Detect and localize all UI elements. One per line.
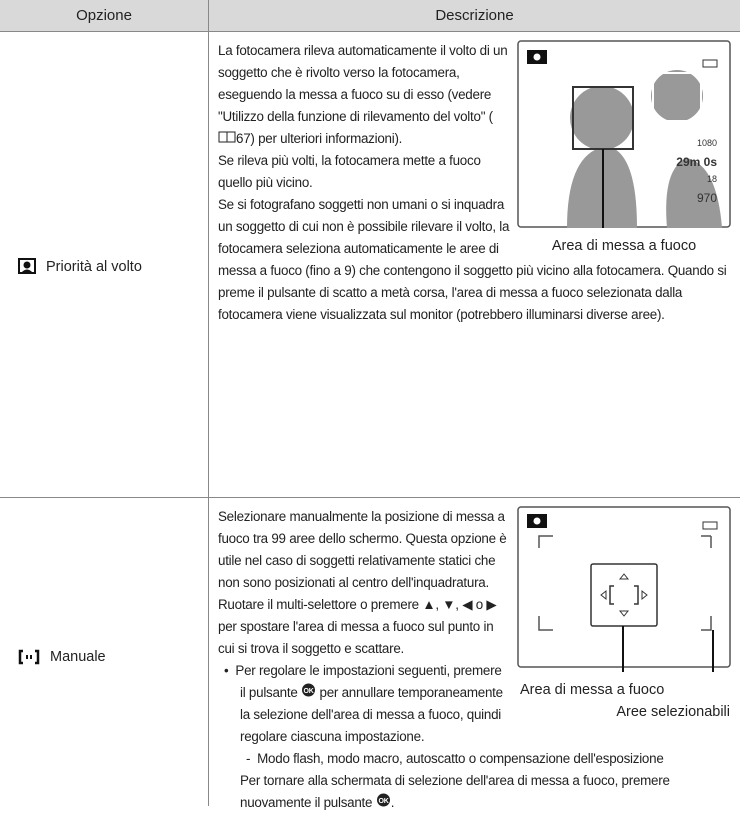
screen-text: 970 — [697, 191, 717, 205]
bullet: • Per regolare le impostazioni seguenti,… — [224, 663, 503, 744]
text: Per regolare le impostazioni seguenti, p… — [235, 663, 502, 700]
screen-text: 29m 0s — [676, 155, 717, 169]
option-label: Manuale — [50, 649, 106, 665]
text: per annullare temporaneamente la selezio… — [240, 685, 503, 744]
caption: Aree selezionabili — [616, 704, 730, 720]
paragraph: La fotocamera rileva automaticamente il … — [218, 40, 732, 150]
option-label: Priorità al volto — [46, 259, 142, 275]
paragraph: Se rileva più volti, la fotocamera mette… — [218, 153, 481, 190]
paragraph: Selezionare manualmente la posizione di … — [218, 509, 507, 590]
description: 1080 29m 0s 18 970 Area di messa a fuoco… — [218, 40, 732, 326]
face-icon — [18, 258, 36, 274]
column-divider — [208, 0, 209, 806]
ok-icon: OK — [376, 793, 390, 807]
caption: Area di messa a fuoco — [520, 682, 665, 698]
subitem: - Modo flash, modo macro, autoscatto o c… — [246, 751, 664, 766]
paragraph: Ruotare il multi-selettore o premere ▲, … — [218, 597, 497, 656]
book-icon — [218, 131, 236, 143]
paragraph: Per tornare alla schermata di selezione … — [218, 770, 732, 814]
paragraph: Se si fotografano soggetti non umani o s… — [218, 197, 727, 322]
option: Manuale — [18, 649, 106, 665]
description: Area di messa a fuoco Aree selezionabili… — [218, 506, 732, 814]
header-cell: Opzione — [76, 7, 132, 24]
camera-screen: 1080 29m 0s 18 970 — [517, 40, 731, 228]
figure: Area di messa a fuoco Aree selezionabili — [516, 506, 732, 723]
text: Per tornare alla schermata di selezione … — [240, 773, 670, 810]
camera-screen — [517, 506, 731, 672]
screen-text: 18 — [707, 174, 717, 184]
text: 67) per ulteriori informazioni). — [236, 131, 403, 146]
text: La fotocamera rileva automaticamente il … — [218, 43, 508, 124]
svg-text:OK: OK — [304, 688, 314, 695]
caption: Area di messa a fuoco — [551, 238, 697, 254]
figure: 1080 29m 0s 18 970 Area di messa a fuoco — [516, 40, 732, 257]
manual-icon — [18, 649, 40, 665]
table-header — [0, 0, 740, 32]
text: Modo flash, modo macro, autoscatto o com… — [257, 751, 664, 766]
text: . — [390, 795, 395, 810]
screen-text: 1080 — [697, 138, 717, 148]
option: Priorità al volto — [18, 258, 142, 276]
ok-icon: OK — [302, 683, 316, 697]
header-cell: Descrizione — [435, 7, 514, 24]
svg-text:OK: OK — [378, 798, 388, 805]
row-divider — [0, 497, 740, 498]
